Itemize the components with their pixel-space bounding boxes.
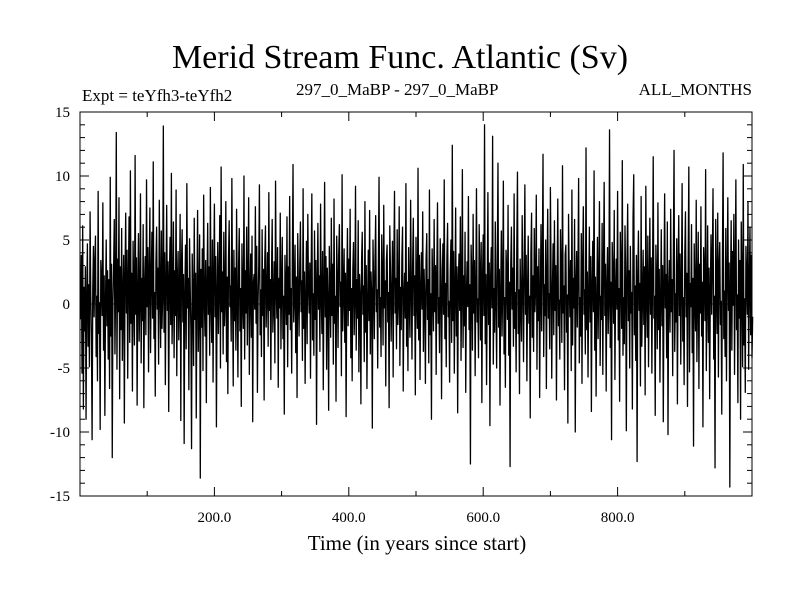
plot-frame bbox=[79, 111, 753, 497]
y-tick-label: 5 bbox=[63, 233, 71, 249]
x-tick-label: 400.0 bbox=[332, 510, 366, 526]
y-tick-labels: -15 -10 -5 0 5 10 15 bbox=[50, 105, 70, 505]
series-line bbox=[80, 124, 754, 488]
experiment-label: Expt = teYfh3-teYfh2 bbox=[82, 86, 233, 105]
months-label: ALL_MONTHS bbox=[638, 80, 752, 99]
chart-title: Merid Stream Func. Atlantic (Sv) bbox=[171, 39, 629, 76]
x-axis-label: Time (in years since start) bbox=[307, 531, 527, 555]
y-tick-label: -5 bbox=[58, 361, 71, 377]
x-tick-label: 600.0 bbox=[466, 510, 500, 526]
x-tick-label: 800.0 bbox=[601, 510, 635, 526]
x-tick-label: 200.0 bbox=[198, 510, 232, 526]
y-tick-label: 15 bbox=[55, 105, 70, 121]
x-tick-labels: 200.0 400.0 600.0 800.0 bbox=[198, 510, 635, 526]
y-tick-label: 10 bbox=[55, 169, 70, 185]
y-tick-label: -15 bbox=[50, 489, 70, 505]
period-label: 297_0_MaBP - 297_0_MaBP bbox=[296, 80, 499, 99]
y-tick-label: -10 bbox=[50, 425, 70, 441]
y-tick-label: 0 bbox=[63, 297, 71, 313]
